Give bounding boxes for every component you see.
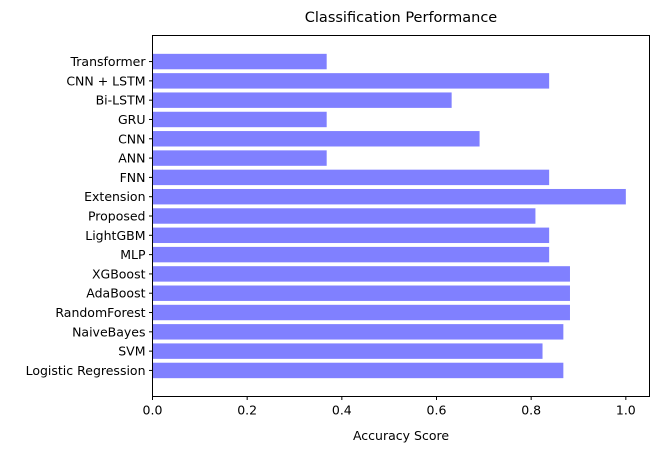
bar-logistic-regression bbox=[152, 362, 564, 379]
y-tick-label: NaiveBayes bbox=[72, 324, 145, 339]
bar-transformer bbox=[152, 53, 327, 70]
y-tick-label: Transformer bbox=[69, 54, 146, 69]
y-tick-label: Proposed bbox=[88, 209, 146, 224]
bar-xgboost bbox=[152, 266, 570, 282]
y-tick-label: Extension bbox=[84, 189, 145, 204]
y-tick-label: AdaBoost bbox=[86, 286, 145, 301]
y-tick-label: Bi-LSTM bbox=[96, 93, 146, 108]
x-tick-label: 1.0 bbox=[616, 403, 636, 418]
x-axis-title: Accuracy Score bbox=[353, 428, 449, 443]
y-tick-label: GRU bbox=[118, 112, 146, 127]
y-tick-label: RandomForest bbox=[55, 305, 145, 320]
bar-bi-lstm bbox=[152, 92, 452, 108]
bar-fnn bbox=[152, 169, 550, 186]
x-tick-label: 0.2 bbox=[237, 403, 257, 418]
y-tick-label: LightGBM bbox=[85, 228, 145, 243]
y-tick-label: CNN + LSTM bbox=[66, 73, 145, 88]
x-tick-label: 0.4 bbox=[332, 403, 352, 418]
bar-svm bbox=[152, 343, 543, 359]
bar-extension bbox=[152, 188, 626, 205]
bars bbox=[152, 53, 626, 379]
bar-cnn-lstm bbox=[152, 73, 550, 89]
y-tick-label: CNN bbox=[118, 131, 145, 146]
x-axis: 0.0 0.2 0.4 0.6 0.8 1.0 bbox=[143, 396, 636, 418]
y-tick-label: SVM bbox=[118, 344, 145, 359]
x-tick-label: 0.6 bbox=[427, 403, 447, 418]
bar-adaboost bbox=[152, 285, 570, 301]
bar-gru bbox=[152, 111, 327, 128]
bar-naivebayes bbox=[152, 324, 564, 340]
y-tick-label: Logistic Regression bbox=[26, 363, 146, 378]
chart-title: Classification Performance bbox=[305, 10, 498, 26]
y-tick-label: FNN bbox=[120, 170, 146, 185]
y-axis: Logistic Regression SVM NaiveBayes RandomFo… bbox=[26, 54, 153, 378]
bar-proposed bbox=[152, 208, 536, 224]
y-tick-label: XGBoost bbox=[92, 266, 146, 281]
y-tick-label: ANN bbox=[118, 151, 145, 166]
x-tick-label: 0.0 bbox=[143, 403, 163, 418]
bar-lightgbm bbox=[152, 227, 550, 244]
bar-cnn bbox=[152, 131, 480, 147]
x-tick-label: 0.8 bbox=[521, 403, 541, 418]
y-tick-label: MLP bbox=[120, 247, 146, 262]
plot-frame bbox=[152, 35, 650, 397]
bar-mlp bbox=[152, 246, 550, 263]
bar-ann bbox=[152, 150, 327, 166]
bar-randomforest bbox=[152, 304, 570, 321]
